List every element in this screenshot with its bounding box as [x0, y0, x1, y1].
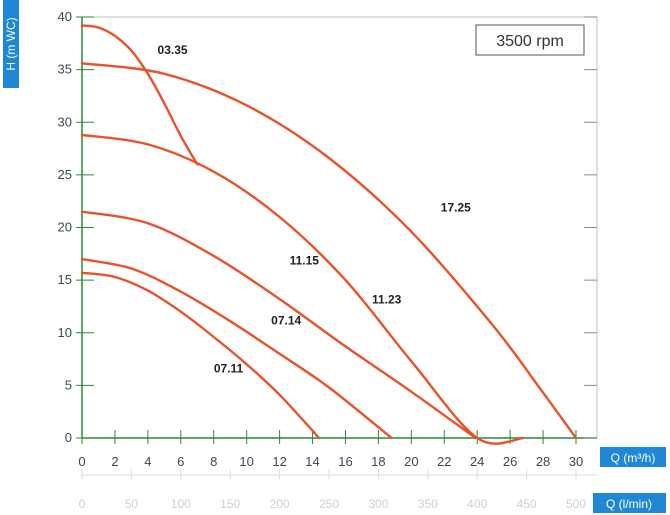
x-axis-secondary-label: Q (l/min) [606, 497, 652, 511]
x-tick-label: 6 [177, 454, 184, 469]
x-tick-label: 26 [503, 454, 517, 469]
x-tick-label: 20 [404, 454, 418, 469]
x2-tick-label: 300 [368, 497, 388, 511]
y-tick-label: 15 [58, 272, 72, 287]
x2-tick-label: 250 [319, 497, 339, 511]
x-tick-label: 8 [210, 454, 217, 469]
curve-label: 07.14 [271, 313, 301, 327]
series-layer [80, 24, 578, 445]
x2-tick-label: 0 [79, 497, 86, 511]
x-tick-label: 30 [569, 454, 583, 469]
series-curve-03.35 [80, 24, 199, 166]
y-axis-label-box [3, 0, 19, 88]
y-tick-label: 10 [58, 325, 72, 340]
y-tick-label: 5 [65, 377, 72, 392]
x2-tick-label: 350 [418, 497, 438, 511]
x-tick-label: 0 [78, 454, 85, 469]
series-curve-07.11 [80, 271, 321, 440]
x2-tick-label: 50 [125, 497, 139, 511]
series-curve-07.14 [80, 257, 393, 440]
x2-tick-label: 500 [566, 497, 586, 511]
x2-tick-label: 100 [171, 497, 191, 511]
y-tick-label: 0 [65, 430, 72, 445]
series-curve-11.15 [80, 210, 477, 440]
x-tick-label: 24 [470, 454, 484, 469]
x-axis-label: Q (m³/h) [611, 451, 656, 465]
curve-label: 03.35 [158, 43, 188, 57]
x-tick-label: 22 [437, 454, 451, 469]
y-tick-label: 30 [58, 114, 72, 129]
y-tick-label: 35 [58, 62, 72, 77]
speed-box [475, 24, 585, 56]
curve-labels-layer: 03.35 17.25 11.15 11.23 07.14 07.11 [158, 43, 472, 376]
y-tick-label: 40 [58, 9, 72, 24]
x-tick-label: 12 [272, 454, 286, 469]
x-tick-label: 28 [536, 454, 550, 469]
x2-tick-label: 150 [220, 497, 240, 511]
x-tick-label: 16 [338, 454, 352, 469]
series-curve-17.25 [80, 62, 578, 440]
x-tick-label: 18 [371, 454, 385, 469]
curve-label: 17.25 [441, 201, 471, 215]
curve-label: 11.23 [372, 292, 402, 306]
y-tick-label: 25 [58, 167, 72, 182]
x-tick-label: 4 [144, 454, 151, 469]
x-tick-label: 2 [111, 454, 118, 469]
x-axis-secondary-label-box [593, 493, 666, 513]
x-axis-label-box [600, 447, 666, 467]
x2-tick-label: 200 [270, 497, 290, 511]
series-curve-11.23 [80, 133, 525, 445]
curve-label: 11.15 [290, 253, 320, 267]
x2-tick-label: 400 [467, 497, 487, 511]
speed-label: 3500 rpm [496, 33, 564, 50]
x-tick-label: 10 [239, 454, 253, 469]
x2-tick-label: 450 [517, 497, 537, 511]
x-tick-label: 14 [305, 454, 319, 469]
y-tick-label: 20 [58, 220, 72, 235]
curve-label: 07.11 [214, 362, 244, 376]
y-axis-label: H (m WC) [4, 17, 18, 70]
